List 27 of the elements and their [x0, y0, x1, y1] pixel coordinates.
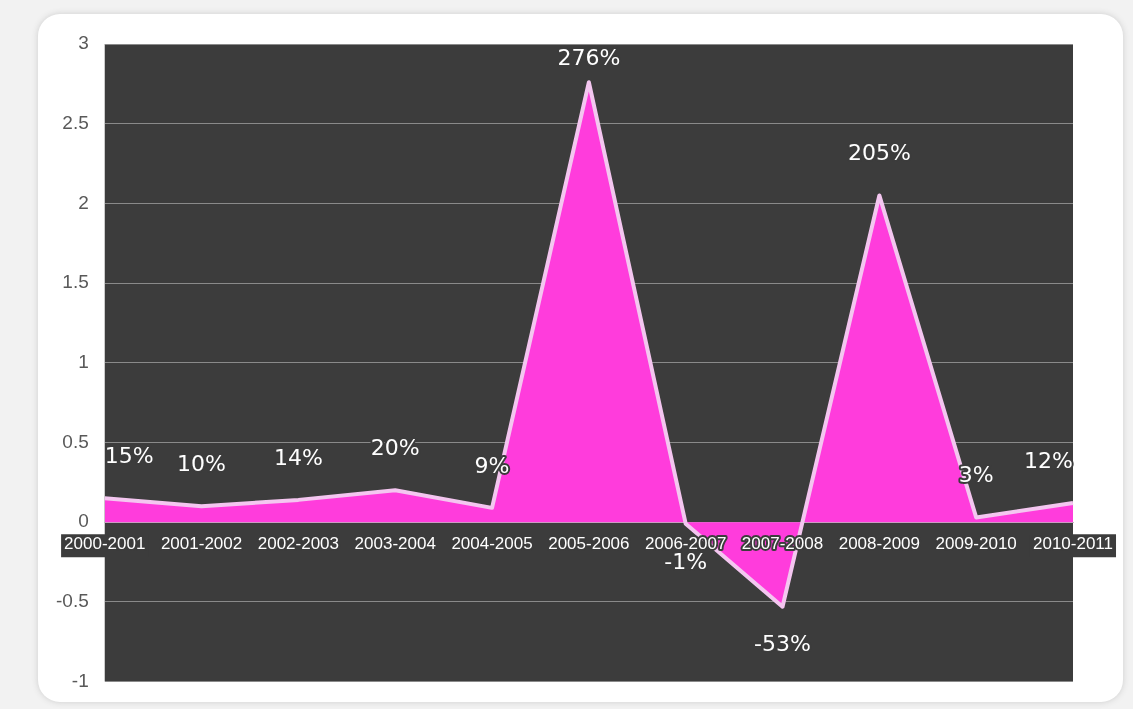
data-label: 15%	[104, 443, 154, 469]
data-label: 276%	[557, 44, 621, 70]
x-tick-label: 2002-2003	[257, 534, 340, 554]
x-tick-label: 2001-2002	[160, 534, 243, 554]
x-tick-label: 2000-2001	[64, 534, 146, 554]
x-tick-label: 2010-2011	[1032, 534, 1114, 554]
data-label: 205%	[847, 140, 911, 166]
y-tick-label: 1	[78, 351, 89, 373]
data-label: 20%	[370, 435, 420, 461]
data-label: 10%	[177, 450, 227, 476]
data-label: 14%	[273, 444, 323, 470]
x-tick-label: 2009-2010	[935, 534, 1017, 554]
y-tick-label: -0.5	[55, 590, 89, 612]
y-tick-label: 0	[78, 510, 89, 532]
data-label: -53%	[754, 631, 811, 657]
y-tick-label: 2.5	[62, 111, 89, 133]
x-tick-label: 2003-2004	[354, 534, 436, 554]
x-tick-label: 2005-2006	[548, 534, 630, 554]
data-label: 12%	[1024, 447, 1073, 473]
y-tick-label: 1.5	[62, 271, 89, 293]
y-tick-label: 0.5	[62, 430, 89, 452]
y-tick-label: 2	[78, 191, 89, 213]
y-tick-label: 3	[78, 32, 89, 54]
y-tick-label: -1	[71, 669, 89, 691]
x-tick-label: 2008-2009	[838, 534, 920, 554]
data-label: -1%	[664, 548, 708, 574]
x-tick-label: 2004-2005	[451, 534, 533, 554]
